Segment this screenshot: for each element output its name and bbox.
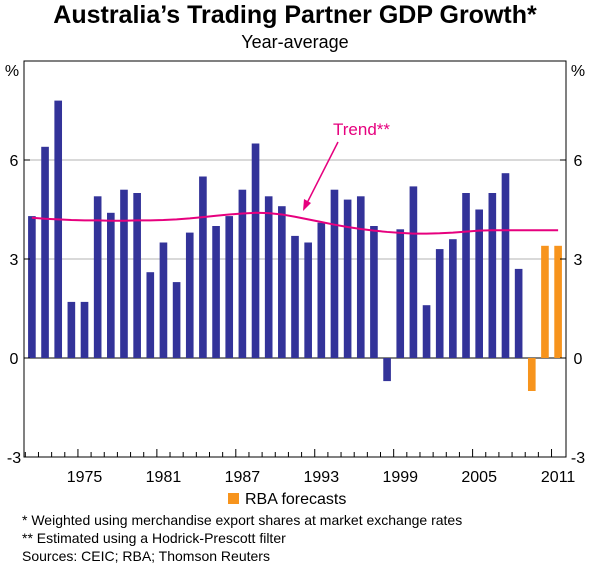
x-tick-label-1993: 1993: [304, 469, 340, 486]
legend: RBA forecasts: [228, 491, 346, 508]
bar-1998: [383, 358, 391, 382]
y-axis-unit-left: %: [5, 63, 19, 80]
bar-1986: [225, 216, 234, 358]
legend-swatch-rba-forecasts: [228, 493, 239, 504]
bar-1976: [93, 196, 102, 358]
sources-note: Sources: CEIC; RBA; Thomson Reuters: [22, 548, 270, 564]
bar-1980: [146, 272, 155, 358]
x-tick-label-1999: 1999: [382, 469, 418, 486]
y-tick-label-right: 0: [574, 351, 583, 368]
y-tick-label-left: -3: [7, 450, 21, 467]
y-tick-label-right: -3: [571, 450, 585, 467]
bar-2005: [475, 209, 483, 358]
bar-1990: [278, 206, 286, 358]
bar-1982: [172, 282, 181, 358]
y-tick-label-right: 3: [574, 252, 583, 269]
bar-2003: [449, 239, 457, 358]
bar-1974: [67, 301, 76, 358]
bar-2007: [501, 173, 510, 358]
y-tick-label-left: 3: [10, 252, 19, 269]
bar-2011: [554, 245, 562, 358]
bar-1977: [107, 212, 115, 358]
plot-frame: [23, 60, 567, 458]
bar-1973: [54, 100, 63, 358]
bar-1983: [185, 232, 194, 358]
x-tick-label-2005: 2005: [461, 469, 497, 486]
bar-1988: [251, 143, 260, 358]
bar-2008: [514, 268, 523, 358]
bar-1996: [356, 196, 365, 358]
bar-1972: [41, 146, 49, 358]
bar-1997: [370, 226, 378, 358]
trend-line-path: [31, 211, 559, 235]
bar-2002: [435, 249, 444, 358]
tick-labels: -3 -3 0 0 3 3 6 6% % 1975 1981 1987 1993 1999 2005 2011: [5, 63, 585, 486]
y-tick-label-right: 6: [574, 153, 583, 170]
bar-1985: [212, 226, 220, 358]
y-tick-label-left: 6: [10, 153, 19, 170]
bar-1971: [28, 216, 36, 358]
bar-1991: [291, 235, 299, 358]
trend-arrow-head: [303, 199, 311, 211]
trend-line: [31, 211, 559, 235]
bar-2000: [409, 186, 418, 358]
x-tick-label-1987: 1987: [225, 469, 261, 486]
footnote-filter: ** Estimated using a Hodrick-Prescott fi…: [22, 530, 286, 546]
bar-1993: [317, 222, 326, 358]
bar-1995: [343, 199, 352, 358]
y-axis-unit-right: %: [571, 63, 585, 80]
bar-2010: [541, 245, 549, 358]
bar-2001: [422, 305, 431, 358]
bar-1975: [80, 301, 89, 358]
bar-2009: [527, 358, 536, 391]
bar-2006: [488, 193, 497, 358]
y-tick-label-left: 0: [10, 351, 19, 368]
bar-1989: [264, 196, 273, 358]
bar-1978: [120, 189, 128, 358]
chart-title: Australia’s Trading Partner GDP Growth*: [53, 1, 537, 29]
x-tick-label-1981: 1981: [146, 469, 182, 486]
bar-2004: [462, 193, 470, 358]
x-tick-label-1975: 1975: [67, 469, 103, 486]
footnote-weighting: * Weighted using merchandise export shar…: [22, 512, 463, 528]
annotations: Trend**: [303, 120, 390, 211]
bar-1987: [238, 189, 247, 358]
bar-1979: [133, 193, 141, 358]
bar-1984: [199, 176, 207, 358]
trend-annotation-label: Trend**: [333, 120, 390, 139]
bar-1981: [159, 242, 168, 358]
bar-1999: [396, 229, 405, 358]
chart-subtitle: Year-average: [241, 32, 349, 52]
bars: [28, 100, 562, 391]
footnotes: * Weighted using merchandise export shar…: [22, 511, 462, 565]
trend-arrow-line: [305, 141, 339, 206]
x-tick-label-2011: 2011: [541, 469, 576, 486]
bar-1994: [330, 189, 339, 358]
bar-1992: [304, 242, 312, 358]
legend-label-rba-forecasts: RBA forecasts: [245, 491, 346, 508]
